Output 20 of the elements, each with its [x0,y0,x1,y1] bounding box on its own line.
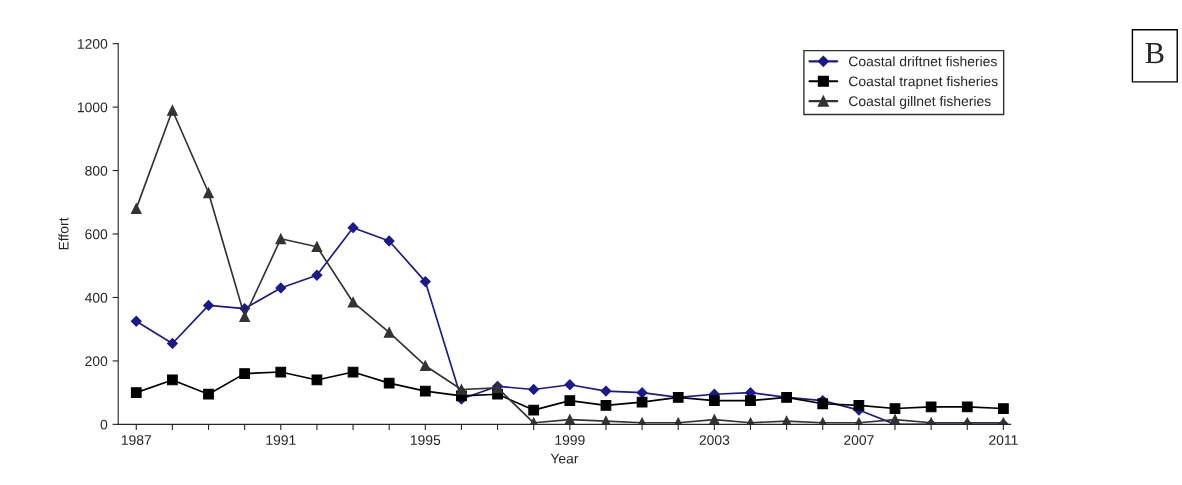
text: B [1145,43,1164,64]
legend-label: Coastal trapnet fisheries [849,76,998,89]
x-tick-label: 2007 [844,435,874,445]
legend-label: Coastal gillnet fisheries [849,95,991,109]
y-tick-label: 400 [84,292,108,303]
x-axis-title: Year [550,453,579,464]
y-tick-label: 200 [85,356,108,367]
x-tick-label: 1999 [555,435,585,445]
y-tick-label: 0 [100,419,108,430]
y-tick-label: 800 [85,165,108,176]
y-tick-label: 1000 [77,102,108,113]
x-tick-label: 1991 [266,435,296,445]
x-tick-label: 1995 [410,435,441,445]
y-tick-label: 600 [85,229,108,240]
x-tick-label: 2011 [989,435,1018,445]
legend-label: Coastal driftnet fisheries [849,56,997,67]
x-tick-label: 1987 [121,435,152,445]
y-tick-label: 1200 [77,38,108,49]
x-tick-label: 2003 [699,435,730,445]
y-axis-title: Effort [58,217,69,250]
